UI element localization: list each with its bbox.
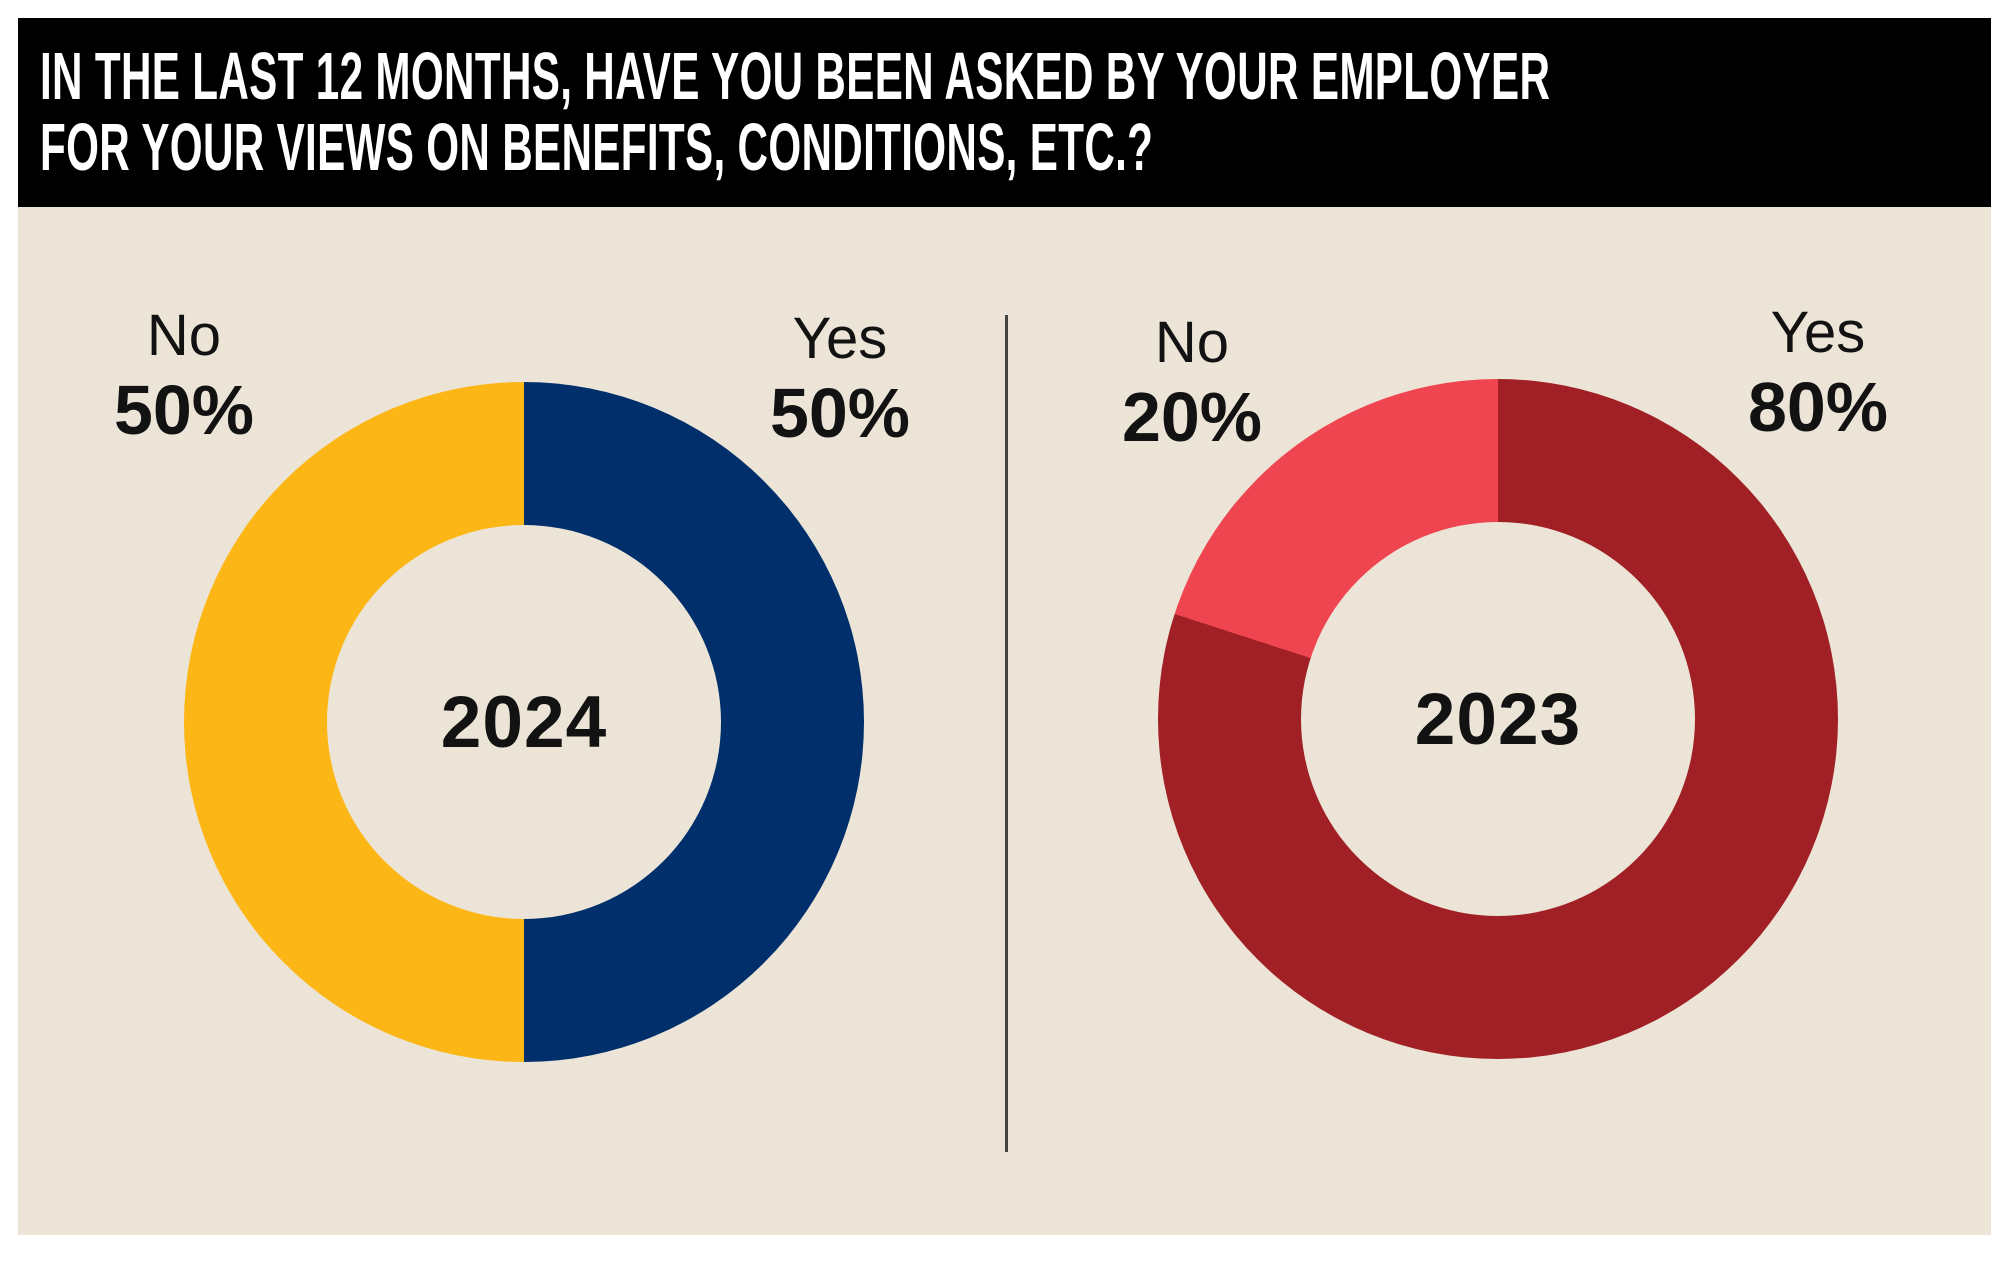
divider-line bbox=[1005, 315, 1008, 1152]
label-yes-2023-value: 80% bbox=[1747, 368, 1889, 446]
label-yes-2024: Yes 50% bbox=[769, 306, 911, 452]
label-no-2023-value: 20% bbox=[1121, 378, 1263, 456]
page-title-line-1: IN THE LAST 12 MONTHS, HAVE YOU BEEN ASK… bbox=[40, 39, 1551, 114]
label-no-2023: No 20% bbox=[1121, 310, 1263, 456]
label-no-2024-text: No bbox=[146, 303, 222, 368]
label-yes-2024-value: 50% bbox=[769, 374, 911, 452]
donut-hole-2024: 2024 bbox=[327, 525, 721, 919]
label-yes-2023-text: Yes bbox=[1770, 300, 1866, 365]
center-label-2024: 2024 bbox=[440, 681, 608, 763]
title-line-1-wrap: IN THE LAST 12 MONTHS, HAVE YOU BEEN ASK… bbox=[40, 41, 1991, 112]
title-line-2-wrap: FOR YOUR VIEWS ON BENEFITS, CONDITIONS, … bbox=[40, 112, 1991, 183]
label-no-2024-value: 50% bbox=[113, 371, 255, 449]
donut-ring-2024: 2024 bbox=[184, 382, 864, 1062]
donut-ring-2023: 2023 bbox=[1158, 379, 1838, 1059]
chart-area: No 50% Yes 50% 2024 No 20% Yes 80% bbox=[18, 207, 1991, 1235]
label-no-2023-text: No bbox=[1154, 310, 1230, 375]
donut-hole-2023: 2023 bbox=[1301, 522, 1695, 916]
page-title-line-2: FOR YOUR VIEWS ON BENEFITS, CONDITIONS, … bbox=[40, 110, 1154, 185]
label-yes-2023: Yes 80% bbox=[1747, 300, 1889, 446]
label-yes-2024-text: Yes bbox=[792, 306, 888, 371]
label-no-2024: No 50% bbox=[113, 303, 255, 449]
poster: IN THE LAST 12 MONTHS, HAVE YOU BEEN ASK… bbox=[18, 18, 1991, 1235]
header-banner: IN THE LAST 12 MONTHS, HAVE YOU BEEN ASK… bbox=[18, 18, 1991, 207]
center-label-2023: 2023 bbox=[1414, 678, 1582, 760]
